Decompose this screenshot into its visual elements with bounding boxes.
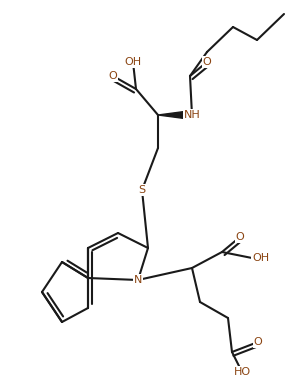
Text: O: O xyxy=(236,232,244,242)
Text: O: O xyxy=(254,337,262,347)
Text: OH: OH xyxy=(252,253,269,263)
Text: OH: OH xyxy=(124,57,142,67)
Text: HO: HO xyxy=(233,367,251,377)
Polygon shape xyxy=(158,111,192,119)
Text: S: S xyxy=(138,185,146,195)
Text: O: O xyxy=(109,71,117,81)
Text: O: O xyxy=(203,57,211,67)
Text: NH: NH xyxy=(184,110,200,120)
Text: N: N xyxy=(134,275,142,285)
